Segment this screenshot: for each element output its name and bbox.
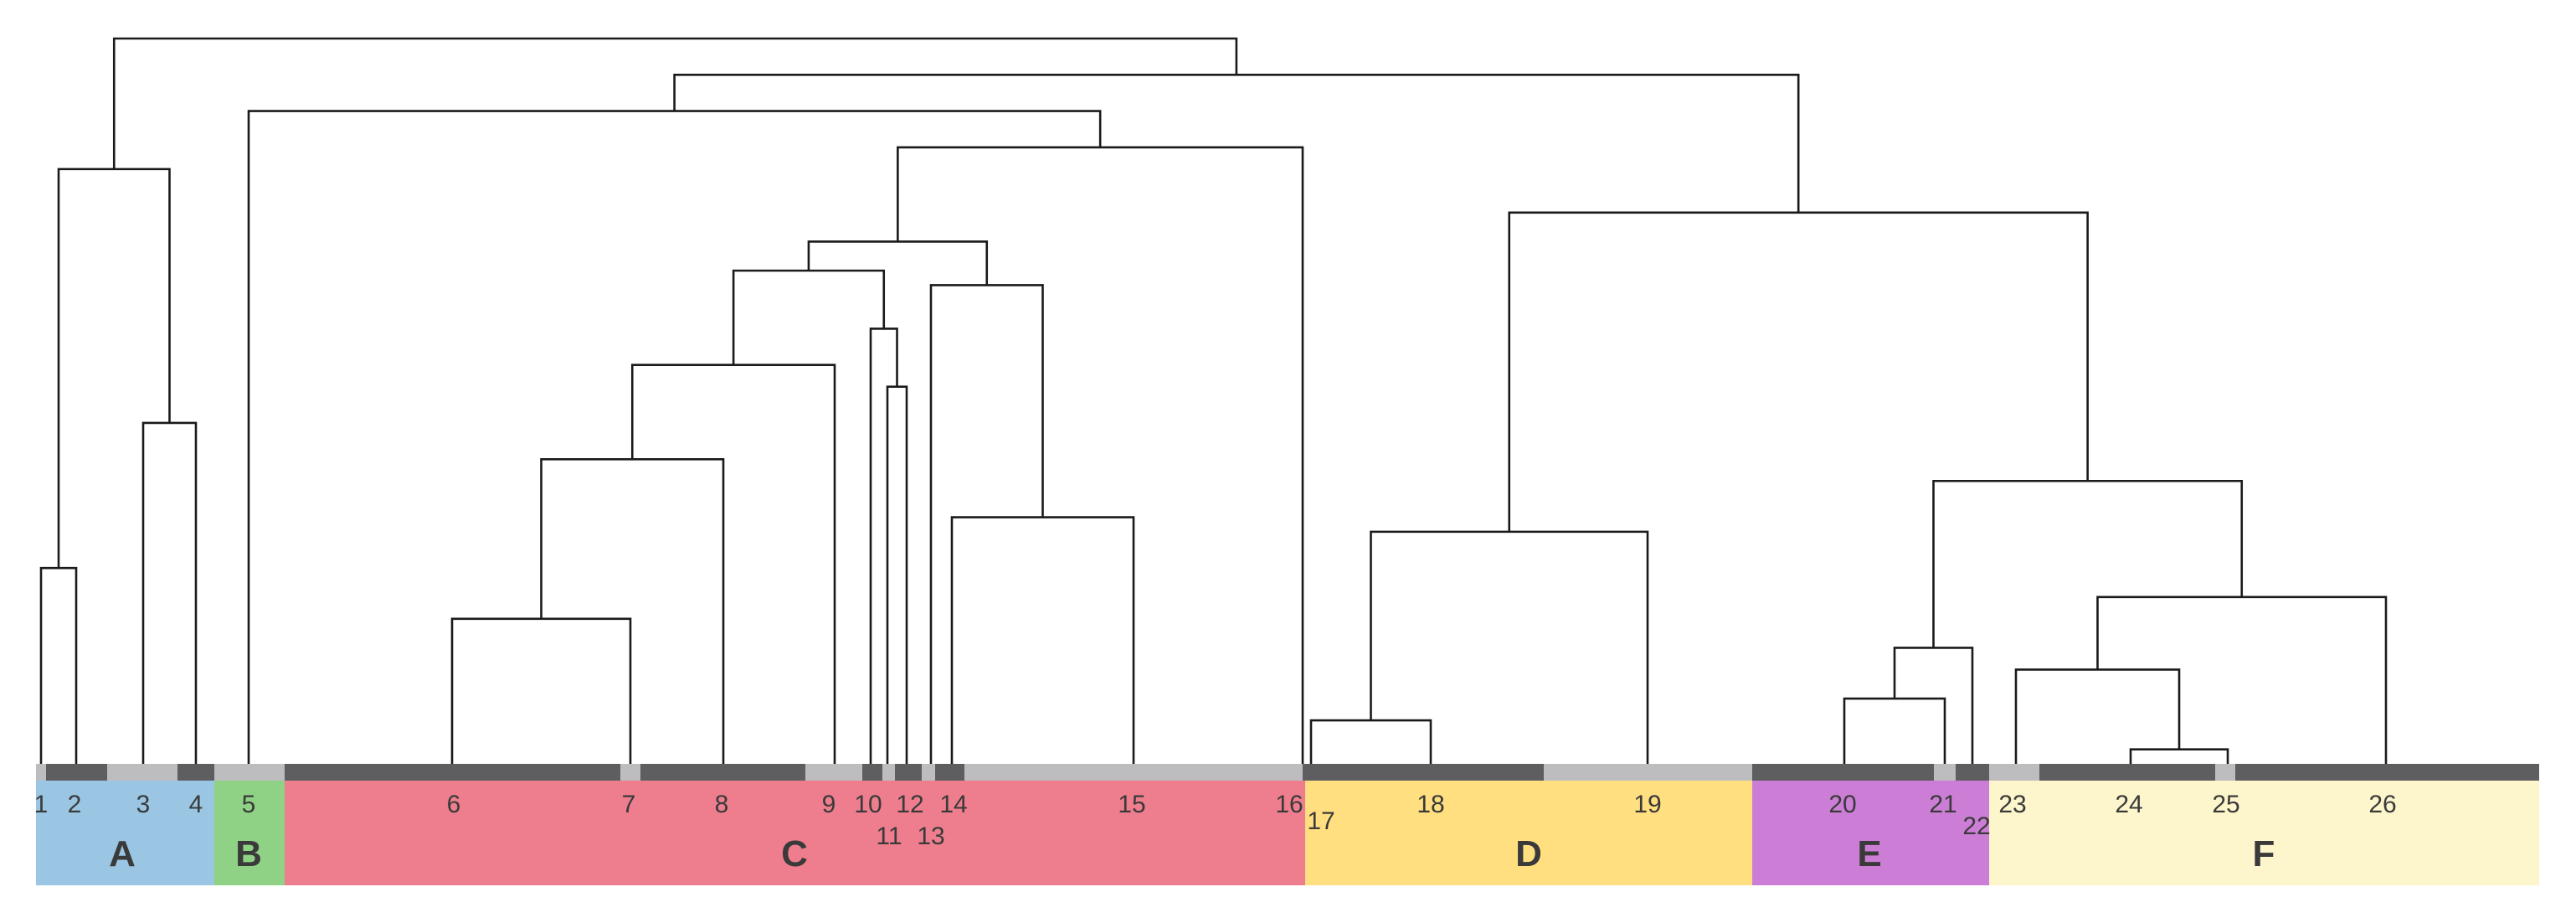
leaf-bar-segment <box>285 764 620 781</box>
merge-link-m15 <box>1309 719 1432 764</box>
merge-link-m17 <box>1843 697 1946 764</box>
merge-link-m4 <box>450 617 632 764</box>
leaf-label: 8 <box>715 791 729 818</box>
group-band-f <box>1989 764 2539 885</box>
group-band-c <box>285 764 1305 885</box>
leaf-label: 4 <box>189 791 203 818</box>
merge-link-m23 <box>1508 211 2089 532</box>
leaf-bar-segment <box>1544 764 1752 781</box>
leaf-label: 11 <box>876 822 902 850</box>
leaf-label: 2 <box>68 791 82 818</box>
leaf-bar-segment <box>862 764 882 781</box>
merge-link-m14 <box>247 110 1102 764</box>
merge-link-m12 <box>807 240 989 286</box>
leaf-label: 15 <box>1118 791 1145 818</box>
leaf-label: 14 <box>939 791 967 818</box>
leaf-bar-segment <box>1752 764 1934 781</box>
leaf-label: 12 <box>896 791 923 818</box>
leaf-bar-segment <box>46 764 107 781</box>
leaf-label: 3 <box>136 791 151 818</box>
leaf-label: 24 <box>2115 791 2142 818</box>
leaf-bar-segment <box>36 764 46 781</box>
merge-link-m10 <box>950 516 1135 764</box>
dendrogram-links <box>39 37 2388 764</box>
merge-link-m2 <box>141 421 198 764</box>
group-label-f: F <box>2253 833 2275 874</box>
group-label-a: A <box>109 833 136 874</box>
leaf-bar-segment <box>1934 764 1956 781</box>
group-band-d <box>1305 764 1752 885</box>
group-band-e <box>1752 764 1989 885</box>
merge-link-m6 <box>630 364 836 764</box>
merge-link-m11 <box>929 284 1044 764</box>
merge-link-m18 <box>1893 647 1974 764</box>
leaf-bar-segment <box>177 764 214 781</box>
group-label-d: D <box>1515 833 1542 874</box>
leaf-label: 7 <box>622 791 636 818</box>
leaf-bar-segment <box>805 764 862 781</box>
leaf-label: 5 <box>242 791 256 818</box>
merge-link-m25 <box>112 37 1238 169</box>
merge-link-m13 <box>897 146 1304 764</box>
leaf-label: 19 <box>1633 791 1661 818</box>
group-label-b: B <box>235 833 262 874</box>
leaf-label: 9 <box>822 791 836 818</box>
leaf-bar-segment <box>922 764 935 781</box>
leaf-label: 16 <box>1275 791 1303 818</box>
merge-link-m5 <box>540 457 725 764</box>
leaf-bar-segment <box>882 764 895 781</box>
group-label-e: E <box>1857 833 1881 874</box>
leaf-bar-segment <box>214 764 285 781</box>
merge-link-m9 <box>732 269 886 365</box>
merge-link-m19 <box>2129 748 2229 764</box>
merge-link-m16 <box>1370 530 1649 764</box>
leaf-bar-segment <box>1303 764 1316 781</box>
leaf-bar-segment <box>2235 764 2539 781</box>
merge-link-m21 <box>2096 596 2388 764</box>
group-label-c: C <box>781 833 808 874</box>
leaf-label: 21 <box>1929 791 1956 818</box>
merge-link-m1 <box>39 566 78 764</box>
leaf-bar-segment <box>964 764 1303 781</box>
leaf-bar-segment <box>1989 764 2039 781</box>
leaf-label: 25 <box>2212 791 2239 818</box>
group-band-a <box>36 764 214 885</box>
merge-link-m24 <box>673 74 1800 213</box>
leaf-bar-segment <box>1316 764 1544 781</box>
leaf-bar-segment <box>895 764 922 781</box>
leaf-label: 18 <box>1417 791 1444 818</box>
leaf-bar-segment <box>2215 764 2235 781</box>
leaf-label: 1 <box>34 791 49 818</box>
merge-link-m3 <box>57 168 171 569</box>
leaf-label: 22 <box>1962 812 1990 840</box>
leaf-label: 20 <box>1828 791 1856 818</box>
group-labels: A B C D E F <box>109 833 2275 874</box>
leaf-label: 23 <box>1998 791 2026 818</box>
group-bands <box>36 764 2539 885</box>
leaf-label: 17 <box>1307 807 1334 835</box>
leaf-bar-segment <box>620 764 640 781</box>
merge-link-m7 <box>886 385 908 764</box>
leaf-bar-segment <box>1956 764 1989 781</box>
leaf-label: 10 <box>854 791 882 818</box>
leaf-bar-segment <box>935 764 964 781</box>
leaf-label: 13 <box>917 822 944 850</box>
leaf-label: 26 <box>2368 791 2396 818</box>
leaf-label: 6 <box>447 791 461 818</box>
merge-link-m8 <box>869 327 898 764</box>
merge-link-m22 <box>1932 479 2244 648</box>
group-band-b <box>214 764 285 885</box>
leaf-bar <box>36 764 2539 781</box>
leaf-bar-segment <box>2039 764 2215 781</box>
leaf-bar-segment <box>107 764 177 781</box>
leaf-bar-segment <box>640 764 805 781</box>
